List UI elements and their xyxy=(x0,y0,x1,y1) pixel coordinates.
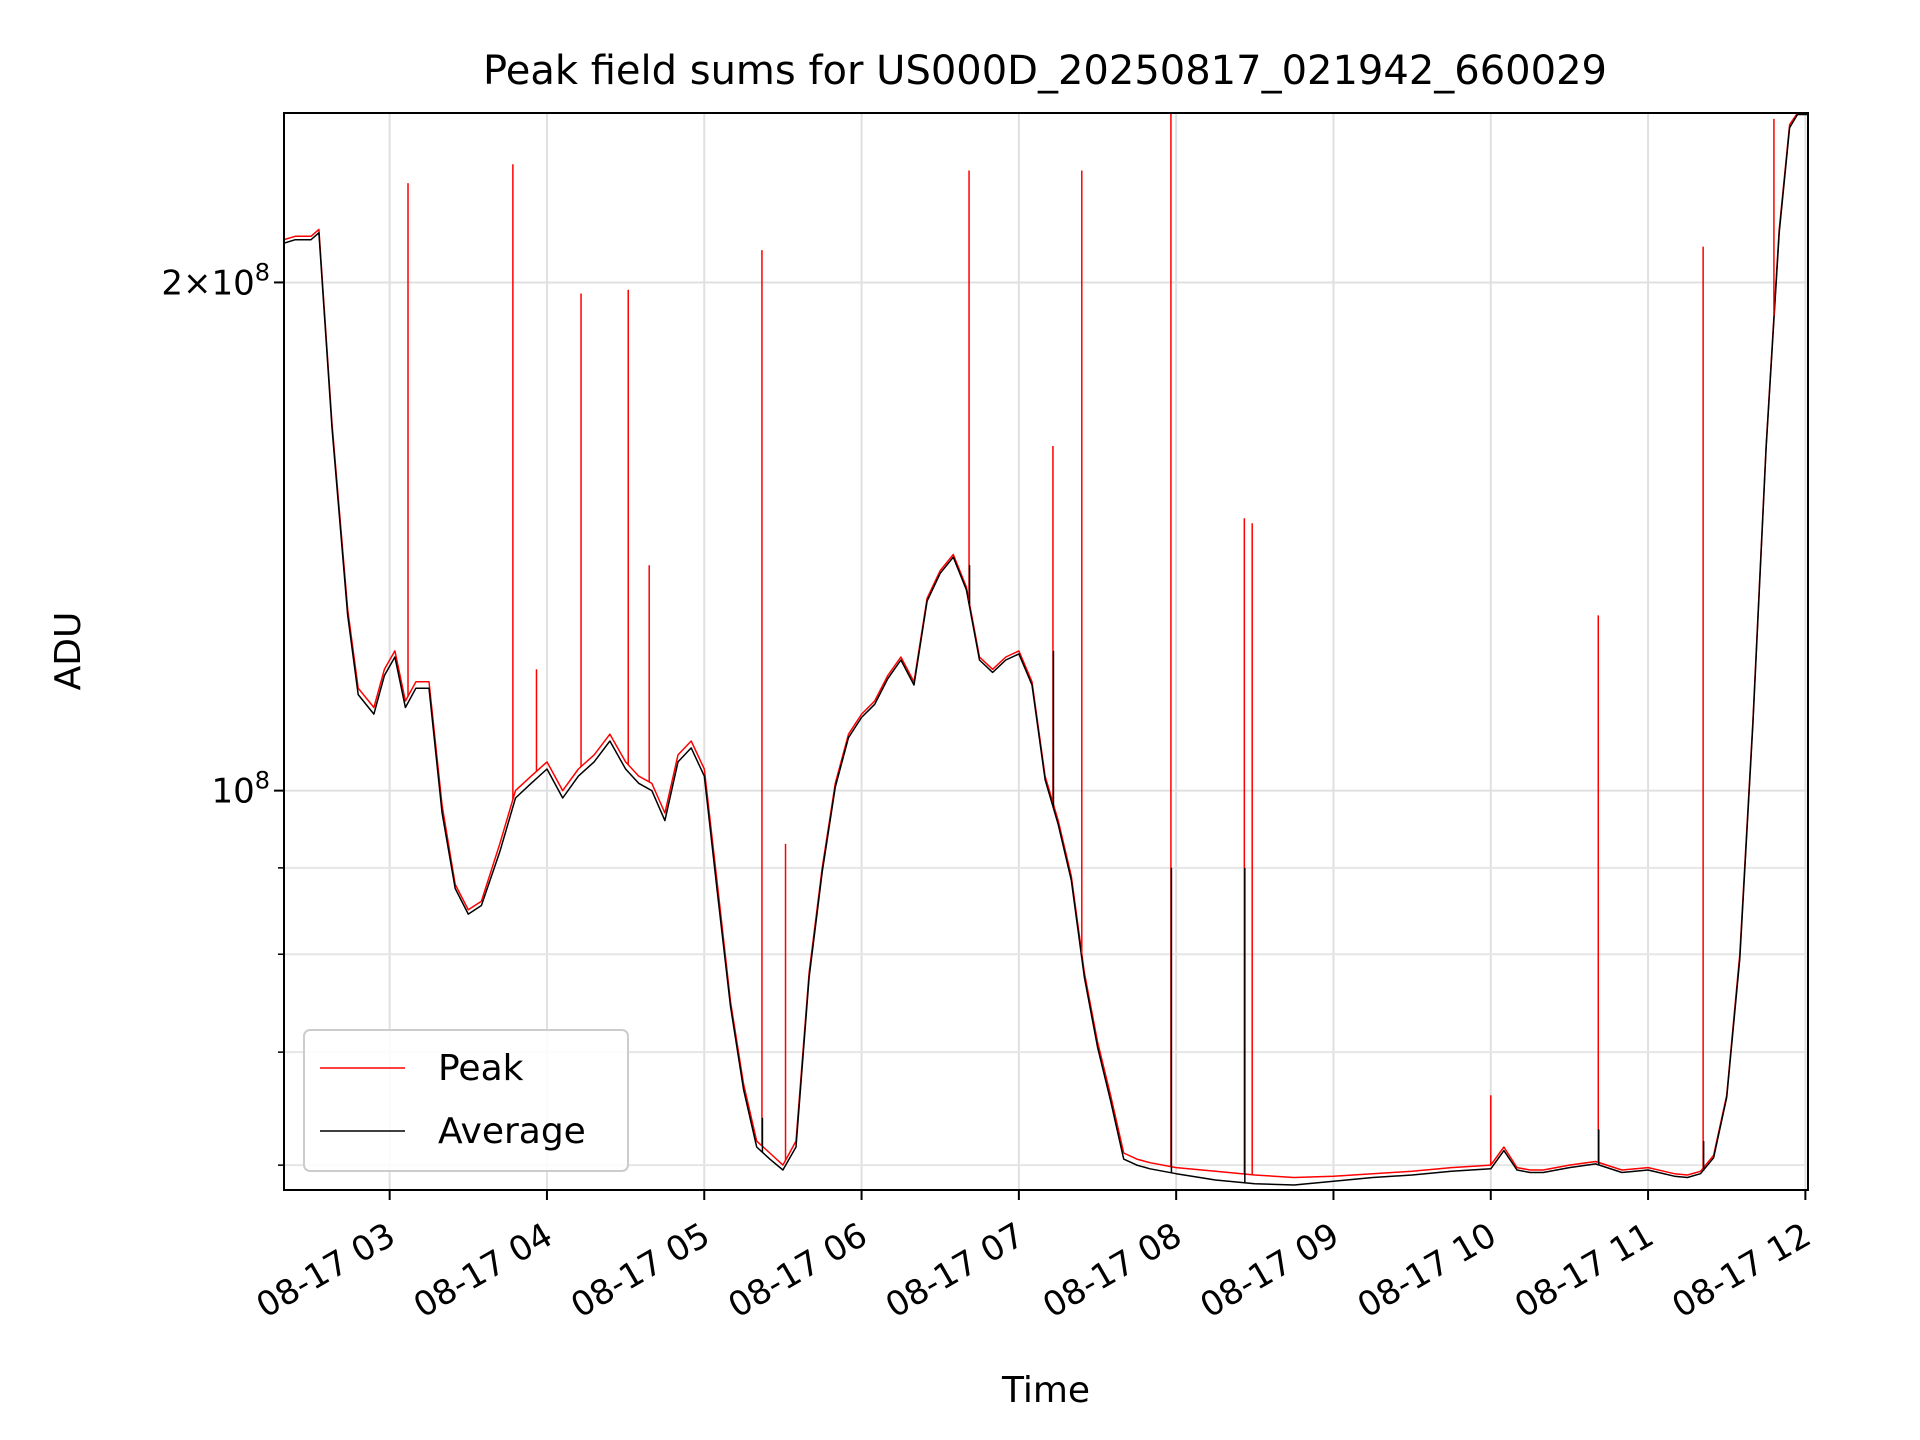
chart-title: Peak field sums for US000D_20250817_0219… xyxy=(483,48,1607,94)
series-line-average xyxy=(284,113,1808,1186)
plot-frame xyxy=(283,112,1809,1191)
y-axis-label: ADU xyxy=(48,612,89,691)
y-tick-exponent: 8 xyxy=(255,767,270,795)
series-layer xyxy=(284,113,1808,1186)
x-axis-label: Time xyxy=(1001,1370,1090,1411)
grid-lines xyxy=(284,113,1808,1190)
y-tick-exponent: 8 xyxy=(255,258,270,286)
y-tick-times: ×10 xyxy=(183,263,255,303)
y-tick-label: 2×108 xyxy=(161,258,270,303)
y-tick-label: 108 xyxy=(211,767,270,812)
legend-label-average: Average xyxy=(438,1111,586,1152)
legend: Peak Average xyxy=(303,1029,629,1172)
y-tick-mantissa: 2 xyxy=(161,263,183,303)
legend-label-peak: Peak xyxy=(438,1048,524,1089)
y-tick-base: 10 xyxy=(211,772,254,812)
legend-box xyxy=(303,1029,629,1172)
